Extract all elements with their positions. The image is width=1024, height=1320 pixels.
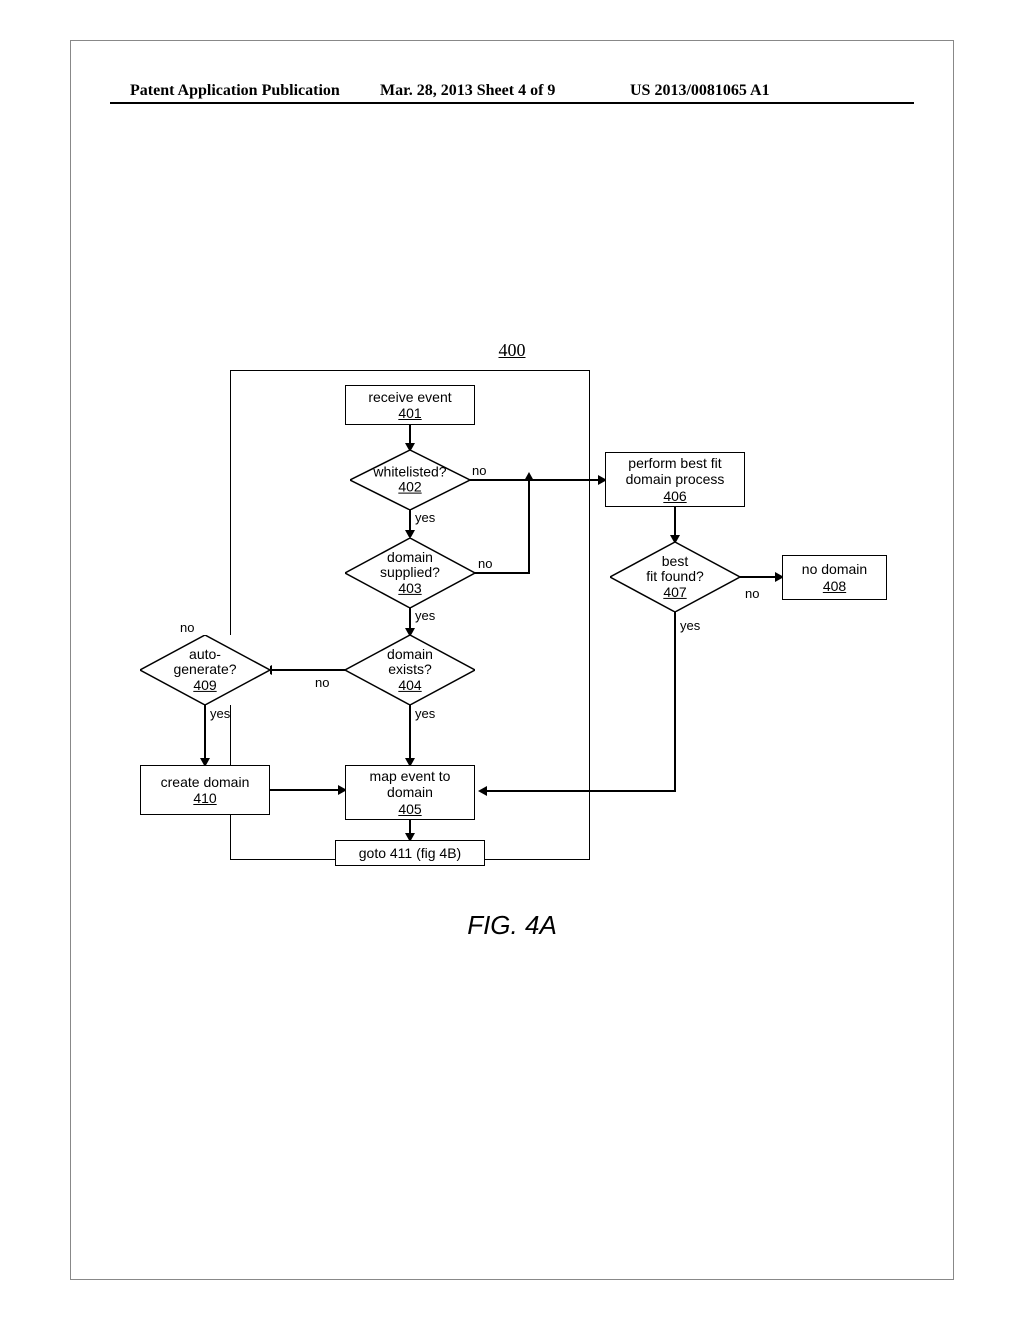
node-label: domain supplied? xyxy=(380,549,440,580)
edge-label-yes: yes xyxy=(415,510,435,525)
edge xyxy=(409,705,411,760)
node-best-fit-process: perform best fit domain process 406 xyxy=(605,452,745,507)
node-ref: 407 xyxy=(663,584,686,600)
edge-label-no: no xyxy=(315,675,329,690)
node-label: goto 411 (fig 4B) xyxy=(359,845,461,861)
edge-label-no: no xyxy=(472,463,486,478)
arrowhead-icon xyxy=(478,786,487,796)
edge xyxy=(674,612,676,792)
edge-label-no: no xyxy=(745,586,759,601)
node-goto: goto 411 (fig 4B) xyxy=(335,840,485,866)
node-ref: 410 xyxy=(193,790,216,806)
node-receive-event: receive event 401 xyxy=(345,385,475,425)
edge xyxy=(409,425,411,445)
node-auto-generate: auto- generate? 409 xyxy=(140,635,270,705)
node-ref: 405 xyxy=(398,801,421,817)
node-ref: 401 xyxy=(398,405,421,421)
node-label: domain exists? xyxy=(387,646,433,677)
figure-caption: FIG. 4A xyxy=(0,910,1024,941)
node-label: create domain xyxy=(161,774,250,790)
edge-label-yes: yes xyxy=(415,608,435,623)
edge xyxy=(475,572,530,574)
flowchart: receive event 401 whitelisted? 402 no ye… xyxy=(150,370,890,890)
edge xyxy=(528,479,530,574)
node-label: no domain xyxy=(802,561,867,577)
edge-label-yes: yes xyxy=(680,618,700,633)
edge-label-yes: yes xyxy=(415,706,435,721)
node-label: map event to domain xyxy=(370,768,451,800)
figure-reference-number: 400 xyxy=(499,340,526,361)
edge xyxy=(740,576,777,578)
node-domain-supplied: domain supplied? 403 xyxy=(345,538,475,608)
node-ref: 406 xyxy=(663,488,686,504)
node-label: perform best fit domain process xyxy=(626,455,725,487)
node-no-domain: no domain 408 xyxy=(782,555,887,600)
edge xyxy=(204,705,206,760)
node-create-domain: create domain 410 xyxy=(140,765,270,815)
node-label: auto- generate? xyxy=(173,646,236,677)
node-ref: 409 xyxy=(193,677,216,693)
node-label: whitelisted? xyxy=(373,464,446,480)
header-publication: Patent Application Publication xyxy=(130,82,340,100)
arrowhead-icon xyxy=(524,472,534,481)
header-pubnum: US 2013/0081065 A1 xyxy=(630,82,770,100)
edge xyxy=(270,789,340,791)
edge xyxy=(409,510,411,532)
edge xyxy=(485,790,676,792)
node-label: best fit found? xyxy=(646,553,704,584)
node-whitelisted: whitelisted? 402 xyxy=(350,450,470,510)
node-ref: 408 xyxy=(823,578,846,594)
edge xyxy=(270,669,345,671)
node-ref: 403 xyxy=(398,580,421,596)
node-best-fit-found: best fit found? 407 xyxy=(610,542,740,612)
edge-label-no: no xyxy=(478,556,492,571)
node-ref: 404 xyxy=(398,677,421,693)
edge xyxy=(674,507,676,537)
node-domain-exists: domain exists? 404 xyxy=(345,635,475,705)
header-sheet: Mar. 28, 2013 Sheet 4 of 9 xyxy=(380,82,555,100)
node-map-event: map event to domain 405 xyxy=(345,765,475,820)
edge xyxy=(470,479,600,481)
edge-label-no: no xyxy=(180,620,194,635)
node-ref: 402 xyxy=(398,479,421,495)
edge xyxy=(409,608,411,630)
edge-label-yes: yes xyxy=(210,706,230,721)
node-label: receive event xyxy=(368,389,451,405)
header-rule xyxy=(110,102,914,104)
